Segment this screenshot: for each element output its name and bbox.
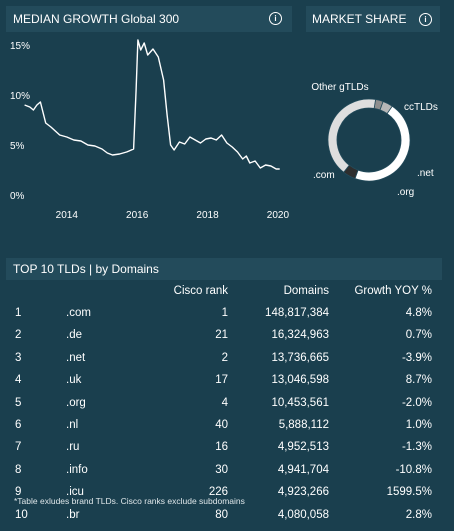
row-domains: 4,941,704 bbox=[277, 463, 329, 476]
top-tlds-table: Cisco rank Domains Growth YOY % 1 .com 1 14… bbox=[6, 285, 442, 531]
growth-panel-title: MEDIAN GROWTH Global 300 bbox=[13, 12, 180, 26]
slice-com[interactable] bbox=[354, 105, 411, 182]
row-tld: .ru bbox=[66, 441, 80, 454]
table-header-row: Cisco rank Domains Growth YOY % bbox=[6, 285, 442, 307]
table-row[interactable]: 10 .br 80 4,080,058 2.8% bbox=[6, 509, 442, 531]
row-domains: 13,736,665 bbox=[271, 351, 329, 364]
table-row[interactable]: 7 .ru 16 4,952,513 -1.3% bbox=[6, 441, 442, 463]
row-rank: 5 bbox=[15, 396, 22, 409]
market-panel-title: MARKET SHARE bbox=[312, 12, 407, 26]
row-cisco-rank: 16 bbox=[215, 441, 228, 454]
market-share-donut: Other gTLDs ccTLDs .net.org .com bbox=[311, 82, 438, 198]
row-tld: .icu bbox=[66, 486, 84, 499]
market-title-bar: MARKET SHARE i bbox=[306, 6, 440, 32]
column-header-growth[interactable]: Growth YOY % bbox=[354, 285, 432, 297]
donut-label: .org bbox=[397, 187, 414, 198]
column-header-cisco-rank[interactable]: Cisco rank bbox=[173, 285, 228, 297]
x-tick-label: 2014 bbox=[56, 210, 79, 221]
slice-cctlds[interactable] bbox=[327, 98, 377, 173]
row-rank: 4 bbox=[15, 374, 22, 387]
table-title-bar: TOP 10 TLDs | by Domains bbox=[6, 258, 442, 280]
row-tld: .de bbox=[66, 329, 82, 342]
row-rank: 8 bbox=[15, 463, 22, 476]
y-tick-label: 5% bbox=[10, 141, 25, 152]
row-domains: 16,324,963 bbox=[271, 329, 329, 342]
donut-label: ccTLDs bbox=[404, 102, 438, 113]
row-cisco-rank: 17 bbox=[215, 374, 228, 387]
row-cisco-rank: 226 bbox=[208, 486, 228, 499]
row-rank: 6 bbox=[15, 418, 22, 431]
row-growth: 0.7% bbox=[405, 329, 432, 342]
row-growth: 2.8% bbox=[405, 508, 432, 521]
row-growth: -10.8% bbox=[395, 463, 432, 476]
row-cisco-rank: 4 bbox=[221, 396, 228, 409]
row-domains: 5,888,112 bbox=[278, 418, 329, 431]
table-footnote: *Table exludes brand TLDs. Cisco ranks e… bbox=[14, 496, 245, 506]
row-cisco-rank: 2 bbox=[221, 351, 228, 364]
row-growth: 4.8% bbox=[405, 307, 432, 319]
y-tick-label: 15% bbox=[10, 41, 30, 52]
info-icon[interactable]: i bbox=[269, 12, 282, 25]
table-row[interactable]: 3 .net 2 13,736,665 -3.9% bbox=[6, 352, 442, 374]
row-rank: 9 bbox=[15, 486, 22, 499]
info-icon[interactable]: i bbox=[419, 13, 432, 26]
row-rank: 2 bbox=[15, 329, 22, 342]
table-row[interactable]: 9 .icu 226 4,923,266 1599.5% bbox=[6, 486, 442, 508]
table-row[interactable]: 5 .org 4 10,453,561 -2.0% bbox=[6, 397, 442, 419]
row-growth: -2.0% bbox=[401, 396, 432, 409]
growth-series-line bbox=[24, 39, 280, 170]
row-growth: -1.3% bbox=[401, 441, 432, 454]
row-tld: .info bbox=[66, 463, 88, 476]
table-row[interactable]: 1 .com 1 148,817,384 4.8% bbox=[6, 307, 442, 329]
growth-line-chart: 0% 5% 10% 15% 2014 2016 2018 2020 bbox=[10, 39, 290, 221]
row-domains: 148,817,384 bbox=[265, 307, 329, 319]
row-growth: 1599.5% bbox=[386, 486, 432, 499]
row-tld: .org bbox=[66, 396, 86, 409]
row-rank: 7 bbox=[15, 441, 22, 454]
table-row[interactable]: 4 .uk 17 13,046,598 8.7% bbox=[6, 374, 442, 396]
row-tld: .net bbox=[66, 351, 86, 364]
y-tick-label: 0% bbox=[10, 191, 25, 202]
row-cisco-rank: 40 bbox=[215, 418, 228, 431]
row-cisco-rank: 21 bbox=[215, 329, 228, 342]
row-rank: 1 bbox=[15, 307, 22, 319]
growth-title-bar: MEDIAN GROWTH Global 300 i bbox=[6, 6, 292, 32]
column-header-domains[interactable]: Domains bbox=[283, 285, 329, 297]
row-cisco-rank: 30 bbox=[215, 463, 228, 476]
row-tld: .uk bbox=[66, 374, 82, 387]
table-row[interactable]: 8 .info 30 4,941,704 -10.8% bbox=[6, 464, 442, 486]
table-panel-title: TOP 10 TLDs | by Domains bbox=[13, 262, 159, 276]
y-tick-label: 10% bbox=[10, 91, 30, 102]
donut-label: .net bbox=[417, 168, 434, 179]
table-row[interactable]: 6 .nl 40 5,888,112 1.0% bbox=[6, 419, 442, 441]
x-tick-label: 2018 bbox=[196, 210, 219, 221]
row-cisco-rank: 80 bbox=[215, 508, 228, 521]
row-growth: -3.9% bbox=[401, 351, 432, 364]
donut-label: .com bbox=[313, 170, 335, 181]
row-tld: .br bbox=[66, 508, 80, 521]
slice-other-gtlds[interactable] bbox=[343, 164, 359, 180]
donut-label: Other gTLDs bbox=[311, 82, 368, 93]
row-cisco-rank: 1 bbox=[221, 307, 228, 319]
table-row[interactable]: 2 .de 21 16,324,963 0.7% bbox=[6, 329, 442, 351]
row-growth: 1.0% bbox=[405, 418, 432, 431]
row-growth: 8.7% bbox=[405, 374, 432, 387]
x-tick-label: 2016 bbox=[126, 210, 149, 221]
row-rank: 3 bbox=[15, 351, 22, 364]
row-domains: 4,923,266 bbox=[277, 486, 329, 499]
row-domains: 13,046,598 bbox=[271, 374, 329, 387]
row-domains: 4,080,058 bbox=[277, 508, 329, 521]
row-domains: 10,453,561 bbox=[271, 396, 329, 409]
row-tld: .nl bbox=[66, 418, 79, 431]
row-tld: .com bbox=[66, 307, 91, 319]
x-tick-label: 2020 bbox=[267, 210, 290, 221]
row-domains: 4,952,513 bbox=[277, 441, 329, 454]
row-rank: 10 bbox=[15, 508, 28, 521]
